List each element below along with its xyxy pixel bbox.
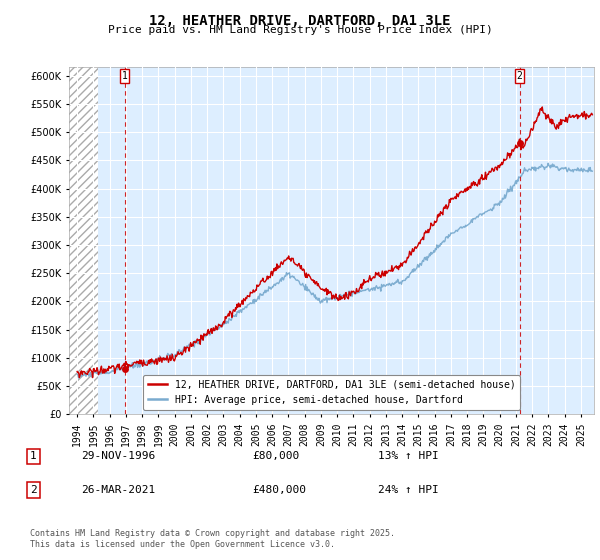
Text: Price paid vs. HM Land Registry's House Price Index (HPI): Price paid vs. HM Land Registry's House … bbox=[107, 25, 493, 35]
Legend: 12, HEATHER DRIVE, DARTFORD, DA1 3LE (semi-detached house), HPI: Average price, : 12, HEATHER DRIVE, DARTFORD, DA1 3LE (se… bbox=[143, 375, 520, 409]
Bar bbox=[69, 67, 98, 414]
Text: 13% ↑ HPI: 13% ↑ HPI bbox=[378, 451, 439, 461]
Bar bbox=[69, 67, 98, 414]
Text: £80,000: £80,000 bbox=[252, 451, 299, 461]
Text: 26-MAR-2021: 26-MAR-2021 bbox=[81, 485, 155, 495]
Text: 1: 1 bbox=[122, 71, 128, 81]
Text: 1: 1 bbox=[30, 451, 37, 461]
Text: £480,000: £480,000 bbox=[252, 485, 306, 495]
Text: 2: 2 bbox=[517, 71, 523, 81]
Text: 12, HEATHER DRIVE, DARTFORD, DA1 3LE: 12, HEATHER DRIVE, DARTFORD, DA1 3LE bbox=[149, 14, 451, 28]
Text: 24% ↑ HPI: 24% ↑ HPI bbox=[378, 485, 439, 495]
Text: Contains HM Land Registry data © Crown copyright and database right 2025.
This d: Contains HM Land Registry data © Crown c… bbox=[30, 529, 395, 549]
Text: 29-NOV-1996: 29-NOV-1996 bbox=[81, 451, 155, 461]
Text: 2: 2 bbox=[30, 485, 37, 495]
